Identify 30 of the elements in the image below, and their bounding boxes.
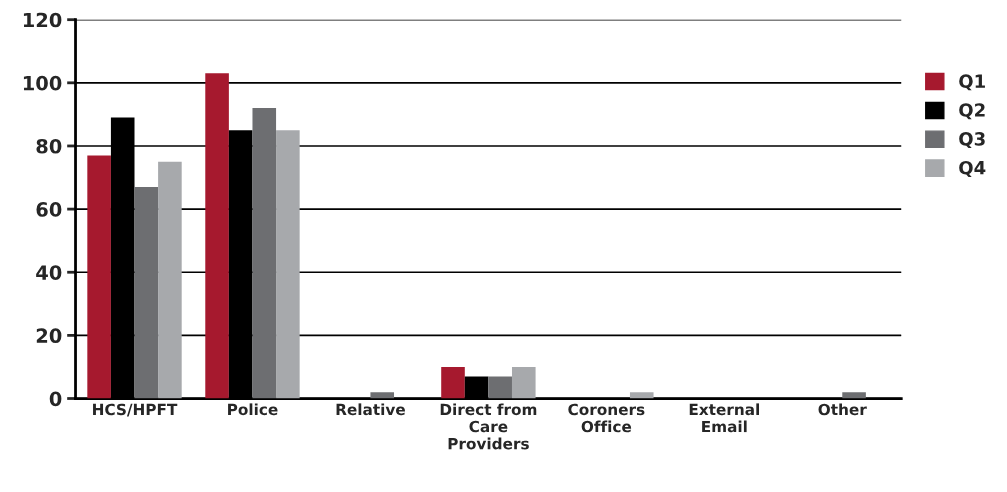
bar (205, 73, 229, 399)
bar (488, 376, 512, 399)
y-tick-label: 120 (23, 12, 62, 28)
y-tick-label: 20 (36, 328, 62, 344)
y-tick-label: 80 (36, 138, 62, 154)
y-tick-label: 100 (23, 75, 62, 91)
x-tick-label: Other (818, 403, 867, 416)
x-tick-label: Direct from Care Providers (440, 403, 537, 450)
x-tick-label: Coroners Office (568, 403, 645, 433)
bar (134, 187, 159, 399)
bar (158, 161, 182, 399)
bar (441, 366, 465, 399)
x-tick-label: Police (228, 403, 278, 416)
bar (370, 392, 395, 399)
legend-label: Q3 (959, 132, 985, 149)
bar (87, 155, 111, 399)
y-tick-label: 40 (36, 265, 62, 280)
y-tick-label: 0 (49, 391, 62, 407)
bar (276, 130, 300, 399)
x-tick-label: Relative (336, 403, 405, 416)
bar (252, 108, 277, 399)
x-tick-label: HCS/HPFT (93, 403, 178, 417)
legend-label: Q4 (959, 160, 986, 177)
bar (511, 366, 536, 399)
bar (629, 392, 654, 399)
x-tick-label: External Email (689, 403, 759, 433)
legend-label: Q2 (959, 103, 985, 120)
y-tick-label: 60 (36, 202, 62, 217)
bar (842, 392, 866, 399)
legend-label: Q1 (959, 74, 985, 91)
